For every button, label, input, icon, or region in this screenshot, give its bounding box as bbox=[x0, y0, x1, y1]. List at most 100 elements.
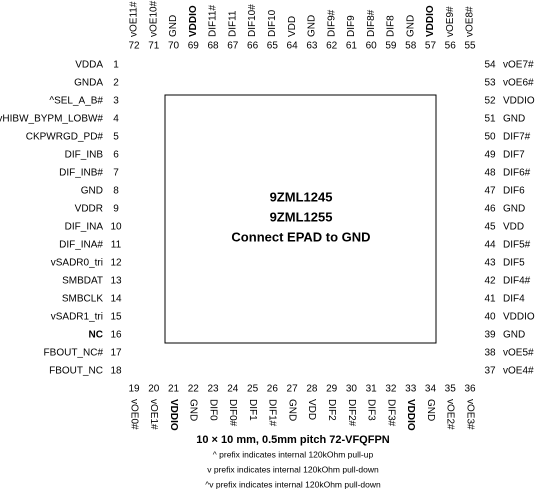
pin-number: 15 bbox=[110, 312, 122, 323]
pin-name: SMBCLK bbox=[62, 294, 103, 305]
note: v prefix indicates internal 120kOhm pull… bbox=[207, 464, 379, 474]
pin-number: 69 bbox=[188, 41, 200, 52]
pin-number: 36 bbox=[464, 384, 476, 395]
pin-name: VDD bbox=[287, 16, 298, 37]
pin-number: 9 bbox=[113, 204, 119, 215]
pin-name: VDDIO bbox=[503, 312, 535, 323]
pin-number: 63 bbox=[306, 41, 318, 52]
pin-name: DIF3 bbox=[366, 399, 377, 421]
pin-number: 70 bbox=[168, 41, 180, 52]
pin-name: DIF11 bbox=[227, 10, 238, 37]
pin-name: DIF10 bbox=[267, 9, 278, 37]
pin-name: VDD bbox=[306, 399, 317, 420]
pin-name: vOE9# bbox=[445, 6, 456, 37]
pin-number: 25 bbox=[247, 384, 259, 395]
pin-name: FBOUT_NC# bbox=[44, 348, 104, 359]
pin-number: 51 bbox=[484, 114, 496, 125]
pin-number: 34 bbox=[425, 384, 437, 395]
pin-number: 29 bbox=[326, 384, 338, 395]
pin-number: 28 bbox=[306, 384, 318, 395]
pin-name: GND bbox=[503, 330, 525, 341]
note: ^ prefix indicates internal 120kOhm pull… bbox=[213, 449, 374, 459]
pin-number: 8 bbox=[113, 186, 119, 197]
pin-number: 17 bbox=[110, 348, 122, 359]
pin-number: 21 bbox=[168, 384, 180, 395]
pin-name: DIF0 bbox=[207, 399, 218, 421]
pin-number: 47 bbox=[484, 186, 496, 197]
pin-number: 50 bbox=[484, 132, 496, 143]
pin-number: 4 bbox=[113, 114, 119, 125]
pin-name: vOE5# bbox=[503, 348, 534, 359]
pin-name: CKPWRGD_PD# bbox=[26, 132, 104, 143]
pin-name: GNDA bbox=[74, 78, 103, 89]
pin-name: vSADR1_tri bbox=[51, 312, 103, 323]
pin-name: DIF10# bbox=[247, 4, 258, 37]
pin-name: DIF6# bbox=[503, 168, 531, 179]
pin-number: 30 bbox=[346, 384, 358, 395]
pin-name: VDDR bbox=[75, 204, 103, 215]
part-number: 9ZML1245 bbox=[270, 189, 333, 204]
pin-name: VDD bbox=[503, 222, 524, 233]
pin-name: DIF2 bbox=[326, 399, 337, 421]
pin-number: 65 bbox=[267, 41, 279, 52]
pin-name: vOE3# bbox=[464, 399, 475, 430]
pin-number: 41 bbox=[484, 294, 496, 305]
pin-name: vOE6# bbox=[503, 78, 534, 89]
pin-name: DIF7# bbox=[503, 132, 531, 143]
pin-number: 67 bbox=[227, 41, 239, 52]
pin-name: DIF8 bbox=[386, 15, 397, 37]
pin-name: FBOUT_NC bbox=[49, 366, 103, 377]
pin-name: DIF_INA# bbox=[59, 240, 103, 251]
pin-name: VDDA bbox=[75, 60, 103, 71]
pin-name: NC bbox=[89, 330, 103, 341]
pin-number: 40 bbox=[484, 312, 496, 323]
pin-number: 72 bbox=[128, 41, 140, 52]
pin-name: GND bbox=[286, 399, 297, 421]
pin-number: 56 bbox=[445, 41, 457, 52]
pin-name: vOE11# bbox=[129, 1, 140, 37]
pin-name: DIF0# bbox=[227, 399, 238, 427]
pin-name: vOE7# bbox=[503, 60, 534, 71]
pin-name: DIF6 bbox=[503, 186, 525, 197]
note: ^v prefix indicates internal 120kOhm pul… bbox=[205, 479, 381, 489]
pin-number: 64 bbox=[287, 41, 299, 52]
pin-number: 23 bbox=[207, 384, 219, 395]
pin-name: GND bbox=[503, 204, 525, 215]
pin-number: 49 bbox=[484, 150, 496, 161]
pin-number: 61 bbox=[346, 41, 358, 52]
pin-name: vOE8# bbox=[465, 6, 476, 37]
pin-number: 3 bbox=[113, 96, 119, 107]
pin-number: 19 bbox=[128, 384, 140, 395]
pin-name: DIF9# bbox=[326, 9, 337, 37]
pin-name: VDDIO bbox=[168, 399, 179, 431]
pin-number: 37 bbox=[484, 366, 496, 377]
pin-name: DIF2# bbox=[346, 399, 357, 427]
pin-number: 1 bbox=[113, 60, 119, 71]
pin-number: 45 bbox=[484, 222, 496, 233]
pin-name: vOE10# bbox=[148, 0, 159, 37]
pin-name: vOE4# bbox=[503, 366, 534, 377]
pin-number: 2 bbox=[113, 78, 119, 89]
pin-number: 14 bbox=[110, 294, 122, 305]
pin-name: ^vHIBW_BYPM_LOBW# bbox=[0, 114, 103, 125]
pin-name: DIF4# bbox=[503, 276, 531, 287]
epad-note: Connect EPAD to GND bbox=[231, 229, 370, 244]
pin-name: DIF1 bbox=[247, 399, 258, 421]
pin-name: DIF11# bbox=[208, 5, 219, 37]
pin-number: 6 bbox=[113, 150, 119, 161]
pin-name: GND bbox=[405, 15, 416, 37]
pin-name: VDDIO bbox=[503, 96, 535, 107]
pin-name: DIF_INB bbox=[65, 150, 104, 161]
pin-number: 39 bbox=[484, 330, 496, 341]
pin-number: 53 bbox=[484, 78, 496, 89]
pin-number: 48 bbox=[484, 168, 496, 179]
pin-number: 18 bbox=[110, 366, 122, 377]
pin-name: vSADR0_tri bbox=[51, 258, 103, 269]
pin-name: vOE0# bbox=[128, 399, 139, 430]
pin-name: GND bbox=[307, 15, 318, 37]
epad bbox=[164, 94, 437, 344]
pin-number: 38 bbox=[484, 348, 496, 359]
pin-name: DIF9 bbox=[346, 15, 357, 37]
pin-name: DIF5 bbox=[503, 258, 525, 269]
